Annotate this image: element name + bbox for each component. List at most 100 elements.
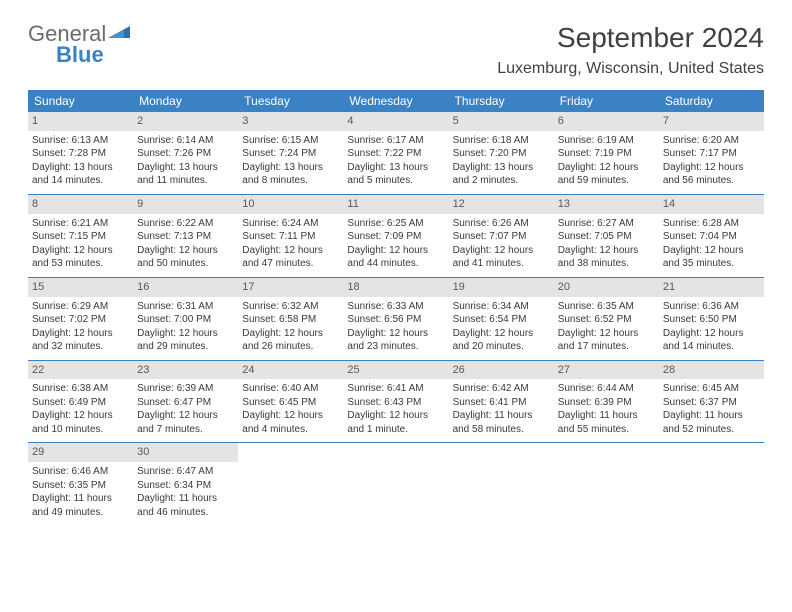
- sunrise-line: Sunrise: 6:27 AM: [558, 217, 655, 231]
- flag-icon: [108, 24, 132, 42]
- day-number: 3: [238, 112, 343, 131]
- calendar-day-cell: 15Sunrise: 6:29 AMSunset: 7:02 PMDayligh…: [28, 278, 133, 360]
- day-number: 24: [238, 361, 343, 380]
- sunset-line: Sunset: 6:39 PM: [558, 396, 655, 410]
- daylight-line: Daylight: 12 hours and 44 minutes.: [347, 244, 444, 271]
- sunrise-line: Sunrise: 6:24 AM: [242, 217, 339, 231]
- day-number: 22: [28, 361, 133, 380]
- sunset-line: Sunset: 6:49 PM: [32, 396, 129, 410]
- location-subtitle: Luxemburg, Wisconsin, United States: [497, 60, 764, 78]
- sunrise-line: Sunrise: 6:33 AM: [347, 300, 444, 314]
- calendar-day-cell: 20Sunrise: 6:35 AMSunset: 6:52 PMDayligh…: [554, 278, 659, 360]
- day-number: 20: [554, 278, 659, 297]
- calendar-day-cell: 27Sunrise: 6:44 AMSunset: 6:39 PMDayligh…: [554, 361, 659, 443]
- sunset-line: Sunset: 7:04 PM: [663, 230, 760, 244]
- sunset-line: Sunset: 6:58 PM: [242, 313, 339, 327]
- sunrise-line: Sunrise: 6:47 AM: [137, 465, 234, 479]
- sunrise-line: Sunrise: 6:31 AM: [137, 300, 234, 314]
- sunrise-line: Sunrise: 6:36 AM: [663, 300, 760, 314]
- sunset-line: Sunset: 6:52 PM: [558, 313, 655, 327]
- sunrise-line: Sunrise: 6:28 AM: [663, 217, 760, 231]
- day-number: 15: [28, 278, 133, 297]
- calendar-week-row: 15Sunrise: 6:29 AMSunset: 7:02 PMDayligh…: [28, 277, 764, 360]
- daylight-line: Daylight: 12 hours and 20 minutes.: [453, 327, 550, 354]
- sunset-line: Sunset: 7:07 PM: [453, 230, 550, 244]
- sunset-line: Sunset: 7:11 PM: [242, 230, 339, 244]
- sunset-line: Sunset: 6:50 PM: [663, 313, 760, 327]
- sunset-line: Sunset: 6:34 PM: [137, 479, 234, 493]
- weekday-header: Wednesday: [343, 90, 448, 112]
- day-number: [554, 443, 659, 462]
- day-number: 14: [659, 195, 764, 214]
- daylight-line: Daylight: 13 hours and 11 minutes.: [137, 161, 234, 188]
- day-number: 29: [28, 443, 133, 462]
- daylight-line: Daylight: 12 hours and 17 minutes.: [558, 327, 655, 354]
- calendar-day-cell: 12 Sunrise: 6:26 AMSunset: 7:07 PMDayligh…: [449, 195, 554, 277]
- calendar-day-cell: 11 Sunrise: 6:25 AMSunset: 7:09 PMDayligh…: [343, 195, 448, 277]
- day-number: 11: [343, 195, 448, 214]
- sunset-line: Sunset: 7:26 PM: [137, 147, 234, 161]
- sunrise-line: Sunrise: 6:42 AM: [453, 382, 550, 396]
- day-number: 23: [133, 361, 238, 380]
- day-number: [659, 443, 764, 462]
- daylight-line: Daylight: 12 hours and 38 minutes.: [558, 244, 655, 271]
- weekday-header: Monday: [133, 90, 238, 112]
- weekday-header-row: SundayMondayTuesdayWednesdayThursdayFrid…: [28, 90, 764, 112]
- calendar-day-cell: 3Sunrise: 6:15 AMSunset: 7:24 PMDaylight…: [238, 112, 343, 194]
- day-number: 28: [659, 361, 764, 380]
- sunset-line: Sunset: 6:41 PM: [453, 396, 550, 410]
- weekday-header: Sunday: [28, 90, 133, 112]
- day-number: 8: [28, 195, 133, 214]
- sunrise-line: Sunrise: 6:39 AM: [137, 382, 234, 396]
- day-number: [238, 443, 343, 462]
- day-number: 21: [659, 278, 764, 297]
- calendar-day-cell: 19Sunrise: 6:34 AMSunset: 6:54 PMDayligh…: [449, 278, 554, 360]
- sunset-line: Sunset: 7:00 PM: [137, 313, 234, 327]
- calendar-day-cell: 2 Sunrise: 6:14 AMSunset: 7:26 PMDaylight…: [133, 112, 238, 194]
- sunset-line: Sunset: 7:13 PM: [137, 230, 234, 244]
- calendar-day-cell: 8Sunrise: 6:21 AMSunset: 7:15 PMDaylight…: [28, 195, 133, 277]
- sunset-line: Sunset: 7:09 PM: [347, 230, 444, 244]
- sunset-line: Sunset: 7:28 PM: [32, 147, 129, 161]
- calendar-day-cell: 24Sunrise: 6:40 AMSunset: 6:45 PMDayligh…: [238, 361, 343, 443]
- calendar-day-cell: 6Sunrise: 6:19 AMSunset: 7:19 PMDaylight…: [554, 112, 659, 194]
- sunrise-line: Sunrise: 6:38 AM: [32, 382, 129, 396]
- sunset-line: Sunset: 6:45 PM: [242, 396, 339, 410]
- daylight-line: Daylight: 12 hours and 56 minutes.: [663, 161, 760, 188]
- daylight-line: Daylight: 13 hours and 8 minutes.: [242, 161, 339, 188]
- day-number: 13: [554, 195, 659, 214]
- calendar-week-row: 22Sunrise: 6:38 AMSunset: 6:49 PMDayligh…: [28, 360, 764, 443]
- daylight-line: Daylight: 12 hours and 35 minutes.: [663, 244, 760, 271]
- daylight-line: Daylight: 12 hours and 41 minutes.: [453, 244, 550, 271]
- calendar-day-cell: 1Sunrise: 6:13 AMSunset: 7:28 PMDaylight…: [28, 112, 133, 194]
- calendar-day-cell: 9Sunrise: 6:22 AMSunset: 7:13 PMDaylight…: [133, 195, 238, 277]
- calendar-grid: SundayMondayTuesdayWednesdayThursdayFrid…: [0, 90, 792, 525]
- daylight-line: Daylight: 13 hours and 14 minutes.: [32, 161, 129, 188]
- sunset-line: Sunset: 6:37 PM: [663, 396, 760, 410]
- day-number: 12: [449, 195, 554, 214]
- daylight-line: Daylight: 11 hours and 49 minutes.: [32, 492, 129, 519]
- daylight-line: Daylight: 12 hours and 23 minutes.: [347, 327, 444, 354]
- calendar-empty-cell: [238, 443, 343, 525]
- day-number: 26: [449, 361, 554, 380]
- sunrise-line: Sunrise: 6:25 AM: [347, 217, 444, 231]
- day-number: 4: [343, 112, 448, 131]
- daylight-line: Daylight: 12 hours and 4 minutes.: [242, 409, 339, 436]
- day-number: 5: [449, 112, 554, 131]
- day-number: 2: [133, 112, 238, 131]
- sunset-line: Sunset: 6:43 PM: [347, 396, 444, 410]
- sunrise-line: Sunrise: 6:20 AM: [663, 134, 760, 148]
- sunset-line: Sunset: 6:35 PM: [32, 479, 129, 493]
- sunrise-line: Sunrise: 6:14 AM: [137, 134, 234, 148]
- sunset-line: Sunset: 6:54 PM: [453, 313, 550, 327]
- daylight-line: Daylight: 12 hours and 26 minutes.: [242, 327, 339, 354]
- sunset-line: Sunset: 7:17 PM: [663, 147, 760, 161]
- sunrise-line: Sunrise: 6:45 AM: [663, 382, 760, 396]
- calendar-day-cell: 26Sunrise: 6:42 AMSunset: 6:41 PMDayligh…: [449, 361, 554, 443]
- sunset-line: Sunset: 7:02 PM: [32, 313, 129, 327]
- sunrise-line: Sunrise: 6:32 AM: [242, 300, 339, 314]
- daylight-line: Daylight: 12 hours and 10 minutes.: [32, 409, 129, 436]
- day-number: 18: [343, 278, 448, 297]
- calendar-empty-cell: [554, 443, 659, 525]
- sunrise-line: Sunrise: 6:26 AM: [453, 217, 550, 231]
